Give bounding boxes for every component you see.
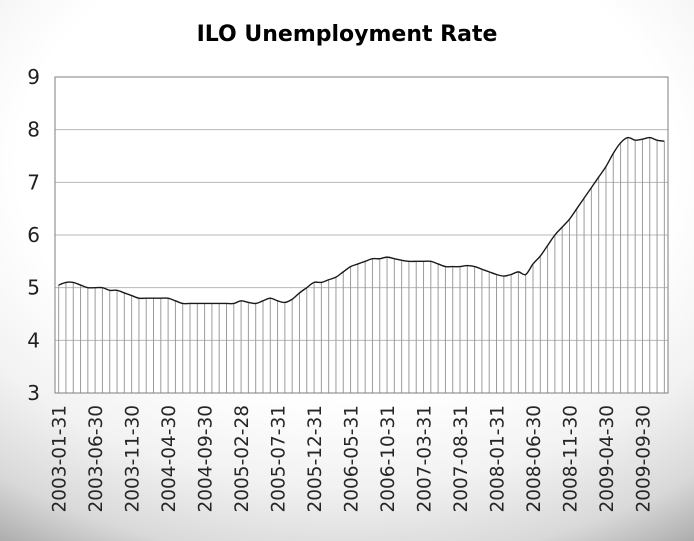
x-axis-tick-label: 2009-09-30 (633, 405, 654, 513)
y-axis-tick-label: 4 (27, 328, 40, 352)
x-axis-tick-label: 2006-10-31 (378, 405, 399, 513)
x-axis-tick-label: 2006-05-31 (342, 405, 363, 513)
x-axis-tick-label: 2005-07-31 (269, 405, 290, 513)
y-axis-tick-label: 3 (27, 381, 40, 405)
x-axis-tick-label: 2008-11-30 (560, 405, 581, 513)
x-axis-tick-label: 2009-04-30 (597, 405, 618, 513)
y-axis-tick-label: 5 (27, 276, 40, 300)
y-axis-tick-label: 8 (27, 118, 40, 142)
x-axis-tick-label: 2005-12-31 (305, 405, 326, 513)
y-axis-tick-label: 7 (27, 170, 40, 194)
series-line (58, 136, 665, 305)
plot-border (54, 76, 669, 394)
x-axis-tick-label: 2003-01-31 (50, 405, 71, 513)
x-axis-tick-label: 2007-08-31 (451, 405, 472, 513)
x-axis-tick-label: 2003-11-30 (123, 405, 144, 513)
chart-title: ILO Unemployment Rate (196, 22, 498, 47)
x-axis-tick-label: 2007-03-31 (415, 405, 436, 513)
y-axis-tick-label: 9 (27, 65, 40, 89)
x-axis-tick-label: 2004-04-30 (159, 405, 180, 513)
x-axis-tick-label: 2008-06-30 (524, 405, 545, 513)
x-axis-tick-label: 2004-09-30 (196, 405, 217, 513)
x-axis-tick-label: 2005-02-28 (232, 405, 253, 513)
x-axis-tick-label: 2003-06-30 (86, 405, 107, 513)
x-axis-tick-label: 2008-01-31 (488, 405, 509, 513)
y-axis-tick-label: 6 (27, 223, 40, 247)
